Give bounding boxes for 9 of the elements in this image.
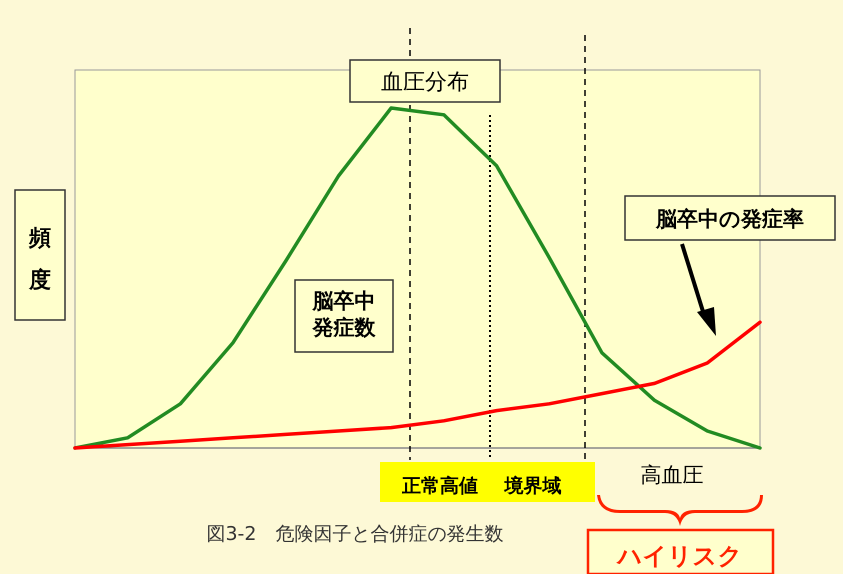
series-label: 血圧分布: [381, 70, 469, 95]
y-axis-title: 頻度: [28, 226, 51, 293]
text: 脳卒中の発症率: [655, 207, 804, 231]
text: 正常高値: [401, 475, 478, 497]
caption: 図3-2 危険因子と合併症の発生数: [206, 523, 504, 545]
annotation: 脳卒中発症数: [312, 289, 376, 340]
text: 高血圧: [640, 463, 704, 487]
text: 境界域: [504, 475, 562, 497]
text: ハイリスク: [616, 542, 742, 570]
